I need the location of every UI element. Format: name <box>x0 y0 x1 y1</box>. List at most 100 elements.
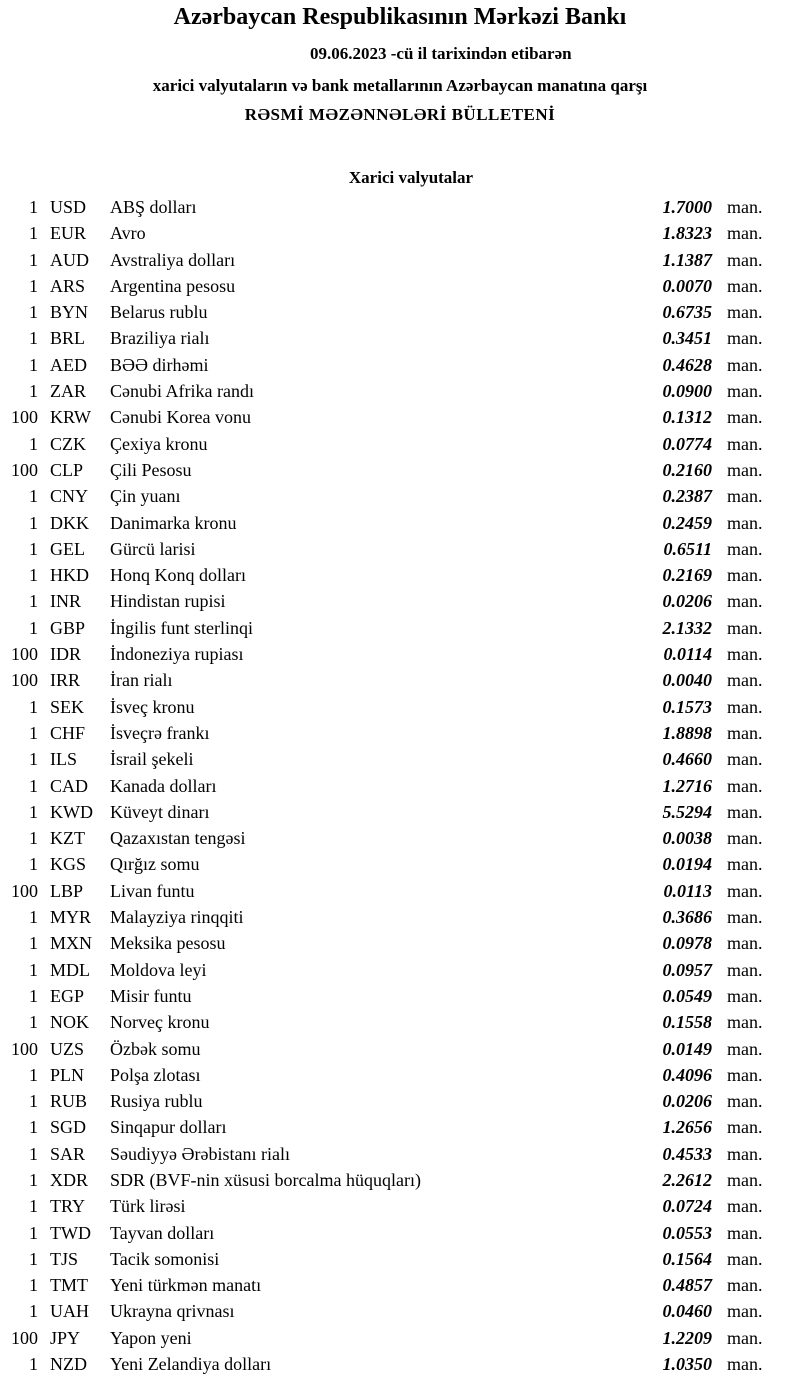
currency-code: KZT <box>50 828 85 849</box>
currency-code: SEK <box>50 696 85 717</box>
currency-name: Cənubi Korea vonu <box>110 407 251 428</box>
currency-name: SDR (BVF-nin xüsusi borcalma hüquqları) <box>110 1169 421 1190</box>
rate-amount: 1 <box>29 565 38 586</box>
section-title: Xarici valyutalar <box>348 168 474 187</box>
rate-unit: man. <box>727 1143 763 1164</box>
currency-name: İngilis funt sterlinqi <box>110 617 253 638</box>
rate-row: 1 GEL Gürcü larisi 0.6511 man. <box>0 536 800 562</box>
currency-name: Livan funtu <box>110 880 195 901</box>
rate-unit: man. <box>727 644 763 665</box>
currency-name: Danimarka kronu <box>110 512 237 533</box>
currency-name: İsveç kronu <box>110 696 195 717</box>
rate-value: 1.8898 <box>662 722 713 743</box>
currency-name: İsveçrə frankı <box>110 722 210 743</box>
currency-code: MYR <box>50 907 92 928</box>
rate-unit: man. <box>727 801 763 822</box>
currency-name: İran rialı <box>110 670 173 691</box>
rate-row: 1 TMT Yeni türkmən manatı 0.4857 man. <box>0 1272 800 1298</box>
document-subtitle: xarici valyutaların və bank metallarının… <box>152 76 648 95</box>
rate-amount: 1 <box>29 538 38 559</box>
currency-code: SAR <box>50 1143 86 1164</box>
currency-name: Yeni Zelandiya dolları <box>110 1354 272 1375</box>
rate-value: 0.4660 <box>662 749 713 770</box>
rate-value: 0.3451 <box>662 328 713 349</box>
currency-name: Avstraliya dolları <box>110 249 236 270</box>
rate-unit: man. <box>727 197 763 217</box>
rate-unit: man. <box>727 670 763 691</box>
currency-code: KRW <box>50 407 92 428</box>
rate-unit: man. <box>727 538 763 559</box>
rate-unit: man. <box>727 433 763 454</box>
rate-amount: 100 <box>11 1327 38 1348</box>
rate-row: 1 PLN Polşa zlotası 0.4096 man. <box>0 1062 800 1088</box>
rate-value: 0.2459 <box>662 512 713 533</box>
currency-code: UAH <box>50 1301 89 1322</box>
rate-unit: man. <box>727 828 763 849</box>
currency-code: CZK <box>50 433 86 454</box>
rate-row: 1 HKD Honq Konq dolları 0.2169 man. <box>0 562 800 588</box>
rate-row: 1 INR Hindistan rupisi 0.0206 man. <box>0 588 800 614</box>
rate-row: 1 NOK Norveç kronu 0.1558 man. <box>0 1009 800 1035</box>
rate-amount: 1 <box>29 1354 38 1375</box>
rate-value: 0.0149 <box>662 1038 713 1059</box>
currency-code: RUB <box>50 1091 88 1112</box>
rate-row: 100 IRR İran rialı 0.0040 man. <box>0 667 800 693</box>
currency-code: MDL <box>50 959 90 980</box>
rate-row: 1 TJS Tacik somonisi 0.1564 man. <box>0 1246 800 1272</box>
rate-unit: man. <box>727 1222 763 1243</box>
currency-name: Özbək somu <box>110 1038 201 1059</box>
rate-value: 0.4857 <box>662 1275 713 1296</box>
rate-unit: man. <box>727 328 763 349</box>
currency-name: Qırğız somu <box>110 854 200 875</box>
currency-name: Polşa zlotası <box>110 1064 201 1085</box>
rate-unit: man. <box>727 302 763 323</box>
rate-value: 0.0040 <box>662 670 713 691</box>
rate-row: 1 SAR Səudiyyə Ərəbistanı rialı 0.4533 man. <box>0 1141 800 1167</box>
rate-row: 1 UAH Ukrayna qrivnası 0.0460 man. <box>0 1298 800 1324</box>
rate-amount: 1 <box>29 696 38 717</box>
bulletin-title: RƏSMİ MƏZƏNNƏLƏRİ BÜLLETENİ <box>244 105 556 124</box>
rate-amount: 1 <box>29 275 38 296</box>
rate-unit: man. <box>727 775 763 796</box>
rate-unit: man. <box>727 907 763 928</box>
rate-value: 1.2656 <box>662 1117 713 1138</box>
rate-row: 1 AUD Avstraliya dolları 1.1387 man. <box>0 247 800 273</box>
rate-row: 1 RUB Rusiya rublu 0.0206 man. <box>0 1088 800 1114</box>
rate-amount: 1 <box>29 775 38 796</box>
rate-row: 1 BRL Braziliya rialı 0.3451 man. <box>0 325 800 351</box>
rate-value: 0.0114 <box>663 644 712 665</box>
rate-unit: man. <box>727 1196 763 1217</box>
rate-row: 1 CNY Çin yuanı 0.2387 man. <box>0 483 800 509</box>
rate-value: 1.7000 <box>662 197 713 217</box>
rate-unit: man. <box>727 985 763 1006</box>
rate-row: 1 KWD Küveyt dinarı 5.5294 man. <box>0 799 800 825</box>
rate-row: 100 KRW Cənubi Korea vonu 0.1312 man. <box>0 404 800 430</box>
rate-value: 0.0070 <box>662 275 713 296</box>
currency-code: ILS <box>50 749 77 770</box>
rate-amount: 1 <box>29 828 38 849</box>
rate-unit: man. <box>727 512 763 533</box>
rate-row: 1 USD ABŞ dolları 1.7000 man. <box>0 194 800 220</box>
currency-name: Tayvan dolları <box>110 1222 215 1243</box>
rate-row: 1 XDR SDR (BVF-nin xüsusi borcalma hüquqla… <box>0 1167 800 1193</box>
rate-amount: 1 <box>29 1222 38 1243</box>
rate-amount: 1 <box>29 1012 38 1033</box>
currency-code: AUD <box>50 249 89 270</box>
rate-row: 1 TRY Türk lirəsi 0.0724 man. <box>0 1193 800 1219</box>
rate-amount: 1 <box>29 985 38 1006</box>
currency-name: Yeni türkmən manatı <box>110 1275 262 1296</box>
rate-value: 0.2387 <box>662 486 713 507</box>
rate-unit: man. <box>727 407 763 428</box>
currency-name: Moldova leyi <box>110 959 207 980</box>
rate-value: 2.2612 <box>662 1169 713 1190</box>
rate-value: 0.1558 <box>662 1012 713 1033</box>
currency-code: NZD <box>50 1354 87 1375</box>
rate-amount: 1 <box>29 249 38 270</box>
currency-name: Səudiyyə Ərəbistanı rialı <box>110 1143 290 1164</box>
rate-value: 0.2160 <box>662 459 713 480</box>
currency-name: Rusiya rublu <box>110 1091 203 1112</box>
rate-amount: 1 <box>29 907 38 928</box>
rate-unit: man. <box>727 1354 763 1375</box>
rate-unit: man. <box>727 275 763 296</box>
rate-row: 1 BYN Belarus rublu 0.6735 man. <box>0 299 800 325</box>
